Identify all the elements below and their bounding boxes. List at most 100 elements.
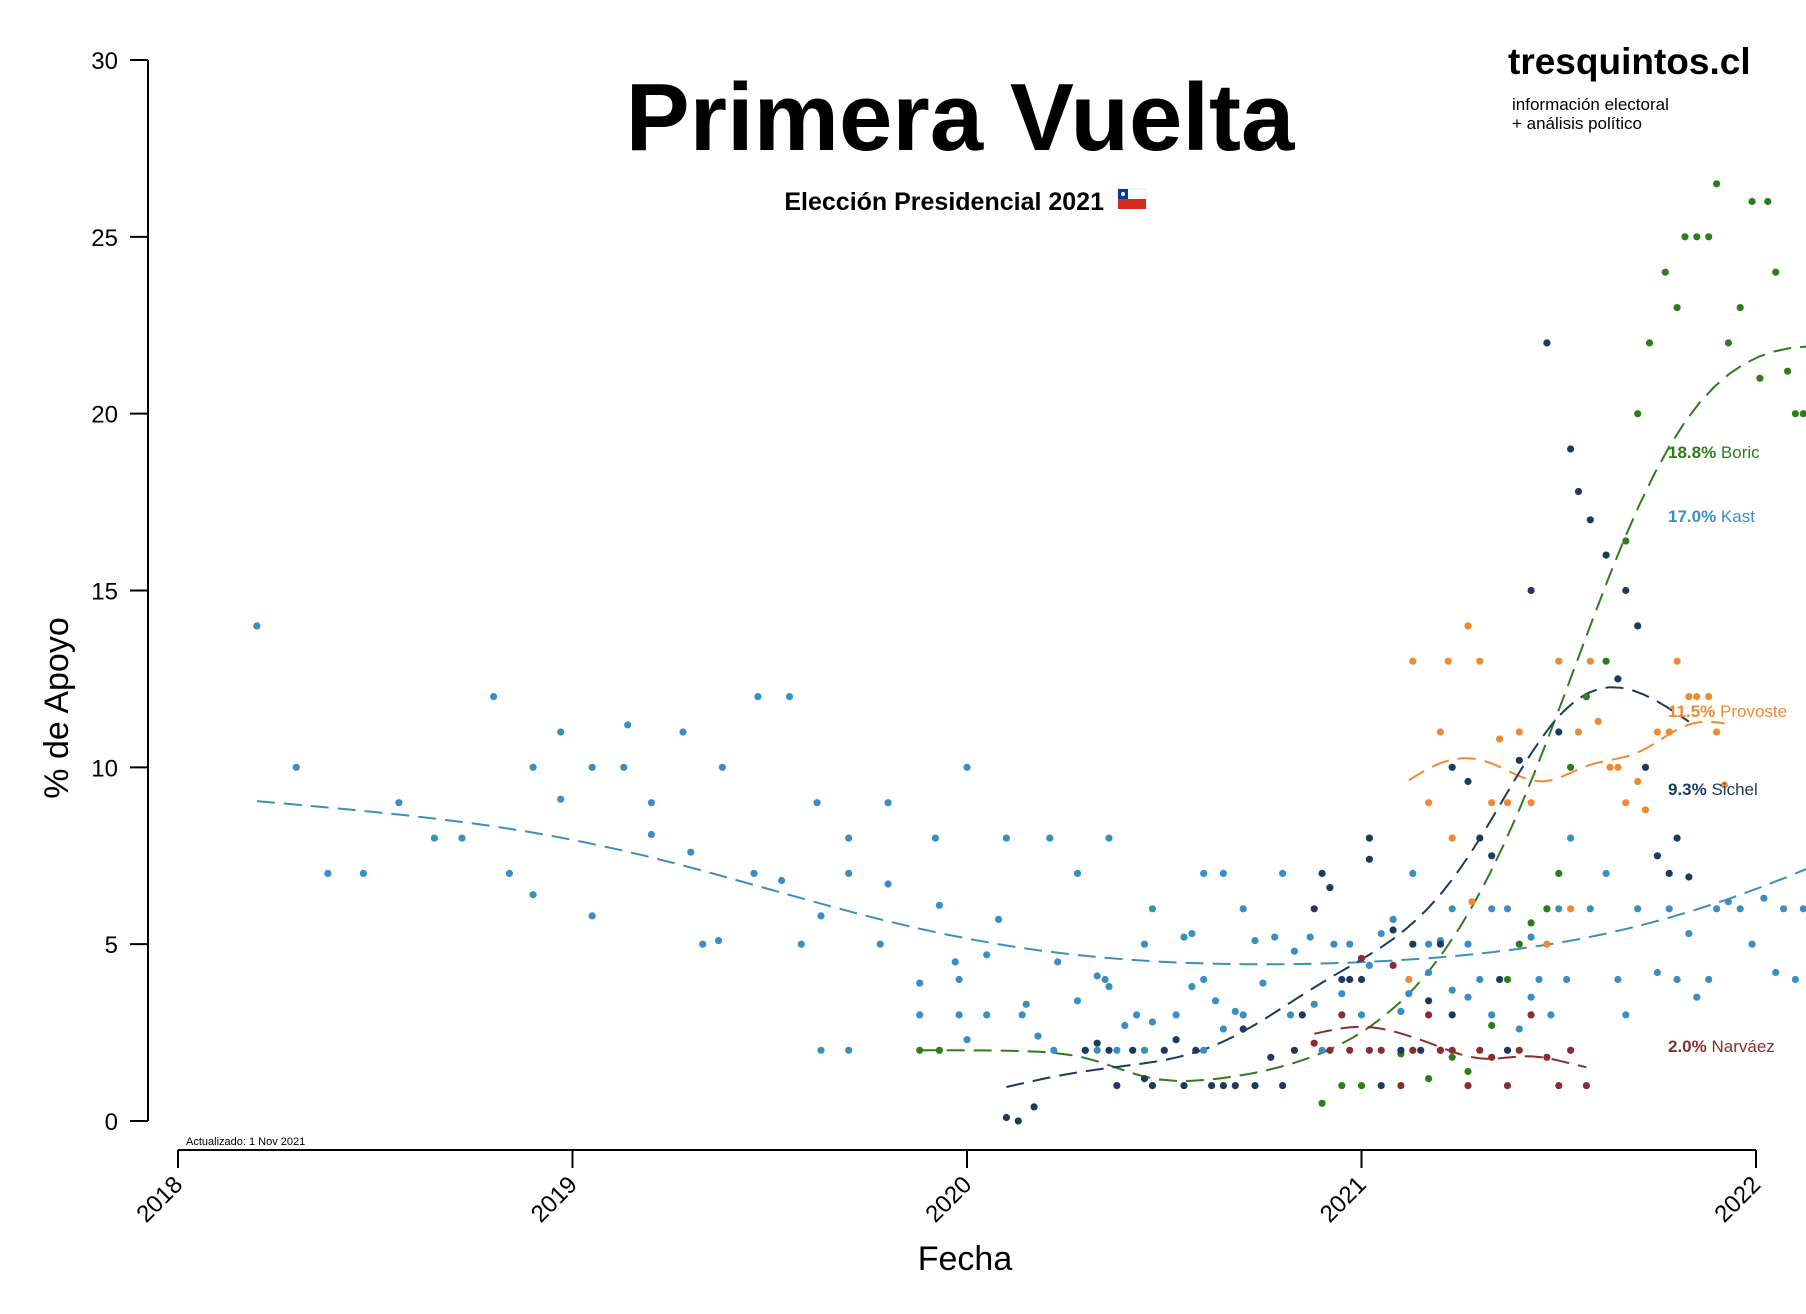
data-point-boric (1602, 657, 1610, 665)
data-point-boric (1681, 233, 1689, 241)
data-point-sichel (1567, 445, 1575, 453)
data-point-provoste (1594, 717, 1602, 726)
data-point-sichel (1586, 516, 1594, 524)
data-point-kast (620, 763, 628, 771)
data-point-kast (1389, 915, 1397, 924)
data-point-kast (1105, 834, 1113, 842)
data-point-narvaez (1409, 1046, 1417, 1054)
data-point-provoste (1586, 657, 1594, 665)
data-point-kast (1034, 1032, 1042, 1040)
data-point-provoste (1405, 975, 1413, 984)
data-point-kast (1054, 958, 1062, 966)
data-point-provoste (1614, 763, 1622, 771)
data-point-kast (505, 869, 513, 878)
data-point-sichel (1634, 622, 1642, 630)
data-point-sichel (1543, 339, 1551, 347)
end-labels: 17.0% Kast 18.8% Boric 11.5% Provoste 9.3% … (1668, 443, 1787, 1056)
data-point-boric (1784, 367, 1792, 375)
end-label-sichel: 9.3% Sichel (1668, 780, 1758, 799)
data-point-sichel (1448, 763, 1456, 771)
data-point-kast (797, 940, 805, 948)
data-point-boric (1464, 1067, 1472, 1076)
data-point-kast (983, 1011, 991, 1019)
data-point-kast (1705, 975, 1713, 984)
data-point-boric (1799, 410, 1806, 418)
data-point-sichel (1318, 869, 1326, 878)
data-point-provoste (1641, 806, 1650, 814)
data-point-kast (1290, 947, 1298, 955)
data-point-kast (963, 763, 971, 771)
data-point-sichel (1389, 926, 1397, 934)
x-tick-label: 2019 (526, 1171, 583, 1228)
end-label-value: 9.3% (1668, 780, 1707, 799)
data-point-sichel (1448, 1011, 1456, 1019)
data-point-kast (1409, 869, 1417, 878)
data-point-kast (395, 799, 403, 807)
data-point-kast (1780, 905, 1788, 913)
x-axis: 2018 2019 2020 2021 2022 (131, 1149, 1766, 1228)
brand-block: tresquintos.cl información electoral + a… (1508, 41, 1751, 133)
end-label-value: 2.0% (1668, 1037, 1707, 1056)
end-label-kast: 17.0% Kast (1668, 507, 1755, 526)
data-point-kast (1772, 968, 1780, 977)
data-point-kast (1259, 979, 1267, 987)
data-point-provoste (1515, 728, 1523, 736)
data-point-kast (1634, 905, 1642, 913)
data-point-narvaez (1567, 1046, 1575, 1054)
data-point-sichel (1140, 1075, 1149, 1083)
data-point-boric (1503, 975, 1512, 984)
data-point-sichel (1665, 869, 1673, 878)
data-point-kast (1018, 1011, 1026, 1019)
data-point-boric (1764, 197, 1772, 206)
data-point-kast (817, 1046, 825, 1054)
data-point-kast (490, 693, 498, 701)
data-point-kast (1586, 905, 1594, 913)
data-point-kast (955, 1011, 963, 1019)
data-point-sichel (1436, 940, 1444, 948)
trend-line-provoste (1408, 720, 1725, 783)
data-point-boric (1622, 537, 1630, 545)
data-point-boric (1791, 410, 1799, 418)
data-point-sichel (1527, 586, 1535, 595)
data-point-kast (714, 937, 723, 945)
data-point-boric (1756, 374, 1764, 382)
data-point-boric (1713, 180, 1721, 188)
data-point-kast (1180, 933, 1188, 941)
data-point-sichel (1113, 1082, 1121, 1090)
data-point-boric (1448, 1053, 1456, 1061)
data-point-kast (557, 795, 565, 803)
data-point-provoste (1503, 799, 1512, 807)
data-point-provoste (1448, 834, 1456, 842)
data-point-kast (1050, 1046, 1058, 1054)
brand-tagline-2: + análisis político (1512, 114, 1642, 133)
data-point-kast (1760, 894, 1768, 902)
data-point-sichel (1172, 1036, 1180, 1044)
y-tick-label: 20 (91, 402, 118, 429)
data-point-boric (1318, 1099, 1326, 1107)
data-point-provoste (1409, 657, 1417, 665)
data-point-kast (845, 834, 853, 842)
end-label-provoste: 11.5% Provoste (1668, 702, 1787, 721)
data-point-narvaez (1464, 1082, 1472, 1090)
data-point-kast (1140, 1046, 1149, 1054)
data-point-kast (1140, 940, 1149, 948)
data-point-boric (1488, 1021, 1496, 1030)
data-point-narvaez (1503, 1082, 1512, 1090)
data-point-provoste (1653, 728, 1661, 736)
data-point-sichel (1192, 1046, 1200, 1054)
data-point-provoste (1488, 799, 1496, 807)
data-point-kast (1219, 869, 1227, 878)
data-point-narvaez (1582, 1082, 1590, 1090)
data-point-kast (557, 728, 565, 736)
end-label-value: 17.0% (1668, 507, 1716, 526)
data-point-provoste (1574, 728, 1583, 736)
data-point-boric (1748, 197, 1756, 206)
data-point-provoste (1543, 940, 1551, 948)
data-point-kast (1464, 993, 1472, 1001)
y-tick-label: 5 (105, 932, 118, 959)
y-axis: 0 5 10 15 20 25 30 (91, 48, 149, 1136)
data-point-provoste (1685, 693, 1693, 701)
data-point-boric (1661, 268, 1669, 276)
data-point-kast (1211, 997, 1220, 1005)
data-point-kast (1653, 968, 1661, 977)
